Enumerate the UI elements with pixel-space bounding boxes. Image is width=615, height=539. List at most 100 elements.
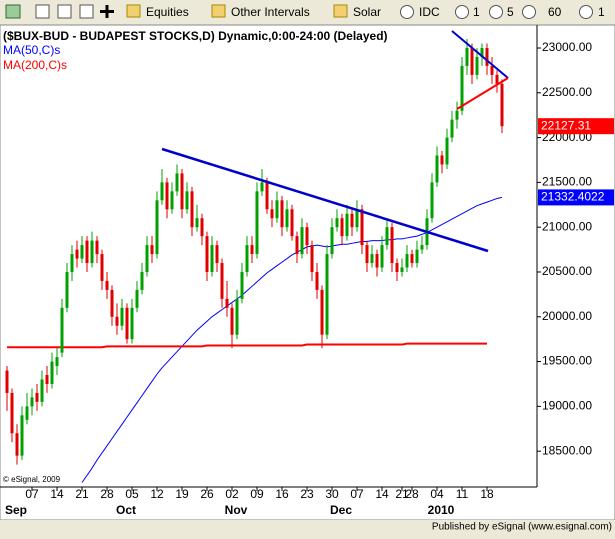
y-tick-label: 21500.00: [542, 175, 592, 189]
candle-body: [290, 209, 294, 237]
candle-body: [415, 249, 419, 264]
candle-body: [205, 236, 209, 272]
candle-body: [400, 267, 404, 272]
plot: [5, 39, 504, 483]
ma-line: [81, 196, 503, 483]
candle-body: [330, 227, 334, 255]
candle-body: [485, 47, 489, 66]
candle-body: [315, 271, 319, 290]
y-tick-label: 23000.00: [542, 40, 592, 54]
icon[interactable]: [579, 5, 593, 19]
month-label: Dec: [330, 503, 352, 517]
candle-body: [45, 375, 49, 384]
candle-body: [250, 245, 254, 255]
icon[interactable]: [522, 5, 536, 19]
candle-body: [375, 254, 379, 268]
candle-body: [350, 213, 354, 228]
trendline: [161, 147, 489, 253]
x-tick-label: 21: [75, 487, 89, 501]
icon[interactable]: [35, 4, 50, 19]
icon[interactable]: [455, 5, 469, 19]
candle-body: [220, 263, 224, 299]
candle-body: [420, 245, 424, 250]
candle-body: [125, 307, 129, 340]
folder-icon[interactable]: [126, 4, 141, 18]
candle-body: [5, 370, 9, 393]
x-tick-label: 18: [480, 487, 494, 501]
chart-title: ($BUX-BUD - BUDAPEST STOCKS,D) Dynamic,0…: [3, 29, 388, 43]
candle-body: [190, 191, 194, 228]
candle-body: [150, 245, 154, 255]
candle-body: [55, 357, 59, 367]
y-tick-label: 18500.00: [542, 443, 592, 457]
candle-body: [445, 137, 449, 165]
x-tick-label: 30: [325, 487, 339, 501]
candle-body: [345, 213, 349, 237]
icon[interactable]: [400, 5, 414, 19]
month-label: Nov: [225, 503, 248, 517]
candle-body: [500, 83, 504, 127]
icon-plus[interactable]: [100, 5, 114, 18]
toolbar-item[interactable]: Equities: [146, 5, 189, 19]
candle-body: [235, 298, 239, 335]
candle-body: [255, 191, 259, 255]
price-tag: [538, 118, 614, 135]
candle-body: [60, 307, 64, 353]
toolbar-item[interactable]: 5: [507, 5, 514, 19]
x-tick-label: 14: [375, 487, 389, 501]
candle-body: [385, 227, 389, 246]
chart-area: [0, 24, 615, 521]
month-label: Oct: [116, 503, 136, 517]
toolbar-icons: [5, 4, 593, 19]
candle-body: [340, 218, 344, 237]
candle-body: [185, 191, 189, 210]
toolbar-item[interactable]: 1: [473, 5, 480, 19]
x-tick-label: 16: [275, 487, 289, 501]
candle-body: [30, 397, 34, 407]
candle-body: [20, 415, 24, 456]
icon[interactable]: [57, 4, 72, 19]
folder-icon[interactable]: [333, 4, 348, 18]
candle-body: [360, 209, 364, 246]
x-tick-label: 05: [125, 487, 139, 501]
y-tick-label: 22500.00: [542, 85, 592, 99]
toolbar-item[interactable]: Other Intervals: [231, 5, 310, 19]
ma-line: [7, 342, 487, 349]
candle-body: [170, 191, 174, 210]
candle-body: [320, 289, 324, 335]
candle-body: [285, 209, 289, 228]
candle-body: [140, 271, 144, 290]
candle-body: [265, 182, 269, 210]
folder-icon[interactable]: [211, 4, 226, 18]
toolbar-item[interactable]: Solar: [353, 5, 381, 19]
icon[interactable]: [489, 5, 503, 19]
candle-body: [495, 74, 499, 84]
candle-body: [325, 254, 329, 335]
candle-body: [440, 155, 444, 165]
candle-body: [380, 245, 384, 268]
candle-body: [215, 245, 219, 264]
candle-body: [95, 240, 99, 255]
month-label: Sep: [5, 503, 27, 517]
candle-body: [70, 254, 74, 272]
candle-body: [300, 227, 304, 255]
icon[interactable]: [79, 4, 94, 19]
candle-body: [160, 182, 164, 201]
legend-entry: MA(200,C)s: [3, 58, 67, 72]
candle-body: [15, 433, 19, 456]
y-tick-label: 21000.00: [542, 219, 592, 233]
candle-body: [435, 155, 439, 183]
toolbar-item[interactable]: 60: [548, 5, 562, 19]
candle-body: [460, 65, 464, 111]
x-tick-label: 23: [300, 487, 314, 501]
toolbar-item[interactable]: 1: [598, 5, 605, 19]
publisher: Published by eSignal (www.esignal.com): [432, 522, 612, 533]
y-tick-label: 20000.00: [542, 309, 592, 323]
icon[interactable]: [5, 4, 21, 19]
candle-body: [80, 245, 84, 259]
toolbar-item[interactable]: IDC: [419, 5, 440, 19]
candle-body: [470, 47, 474, 75]
x-tick-label: 28: [100, 487, 114, 501]
